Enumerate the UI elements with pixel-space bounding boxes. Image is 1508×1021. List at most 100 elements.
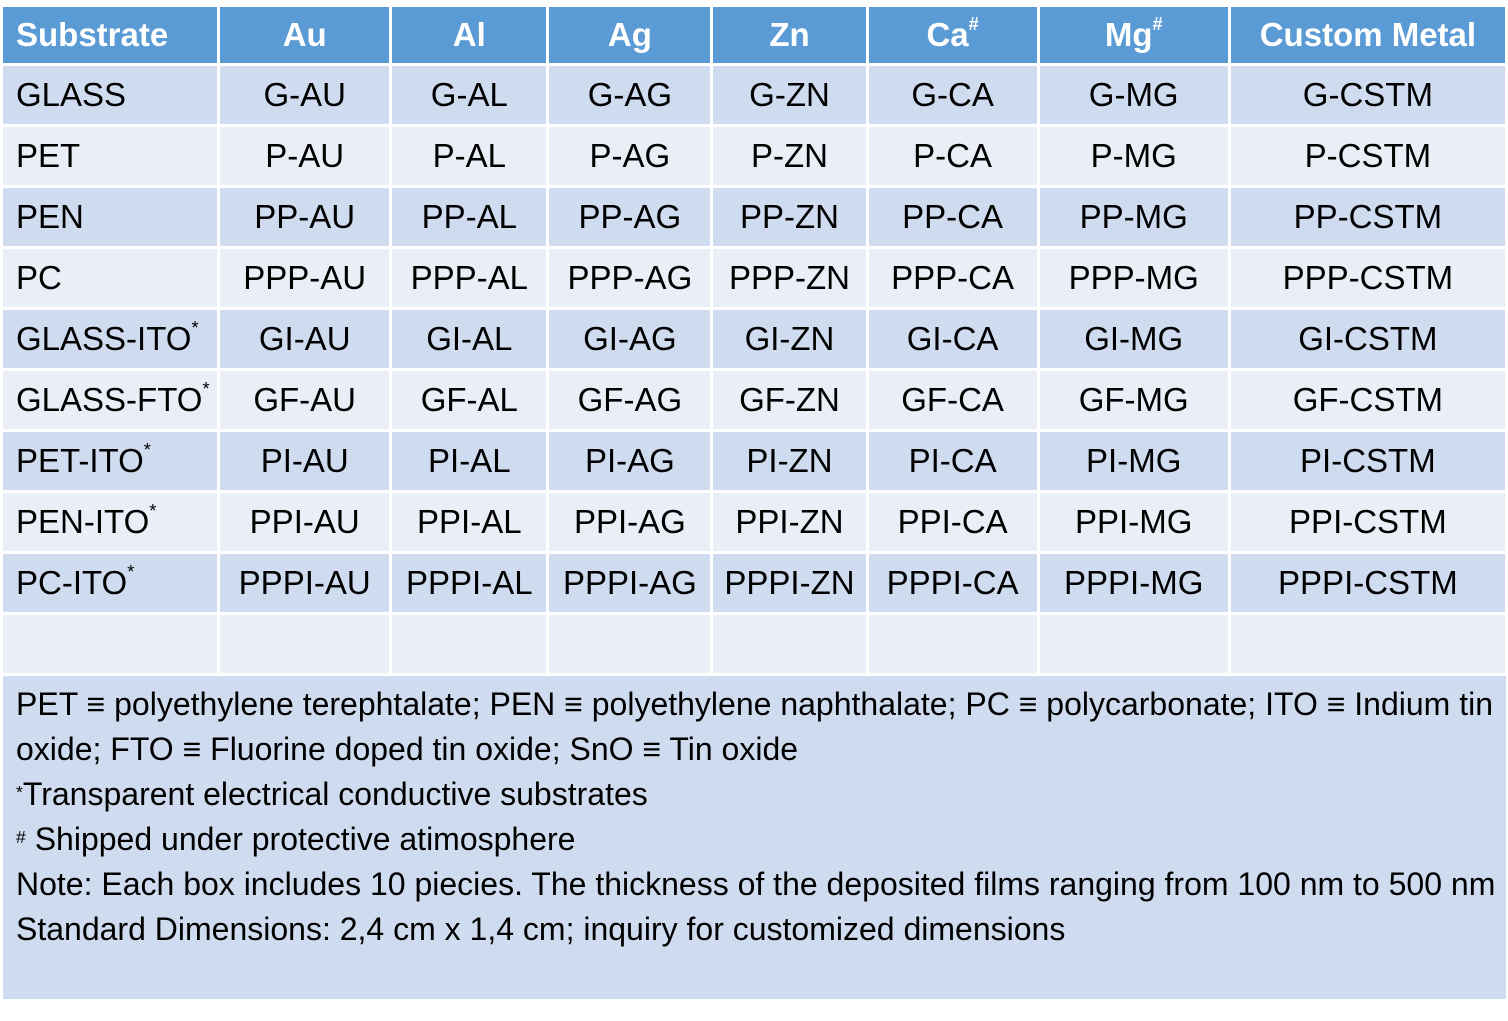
product-code-cell: GF-CSTM bbox=[1230, 371, 1505, 429]
product-code-cell: GF-AU bbox=[220, 371, 390, 429]
product-code-cell: PI-CSTM bbox=[1230, 432, 1505, 490]
product-code-cell: PP-CA bbox=[868, 188, 1037, 246]
product-code-cell: GI-AG bbox=[549, 310, 711, 368]
substrate-cell: PET-ITO* bbox=[3, 432, 218, 490]
product-code-cell: GI-CSTM bbox=[1230, 310, 1505, 368]
product-code-cell: PPPI-AG bbox=[549, 554, 711, 612]
product-code-cell: P-AL bbox=[392, 127, 547, 185]
notes-box: PET ≡ polyethylene terephtalate; PEN ≡ p… bbox=[3, 676, 1506, 999]
product-code-cell: PPP-CA bbox=[868, 249, 1037, 307]
product-code-cell: PP-CSTM bbox=[1230, 188, 1505, 246]
product-code-cell: PPPI-AU bbox=[220, 554, 390, 612]
substrate-cell: PEN-ITO* bbox=[3, 493, 218, 551]
product-code-cell: PPP-CSTM bbox=[1230, 249, 1505, 307]
product-code-cell: P-ZN bbox=[713, 127, 866, 185]
product-code-cell: PPI-MG bbox=[1039, 493, 1228, 551]
substrate-label: PET bbox=[16, 137, 81, 174]
product-code-cell: PPP-AU bbox=[220, 249, 390, 307]
product-code-cell: GI-CA bbox=[868, 310, 1037, 368]
substrate-mark: * bbox=[191, 318, 199, 338]
product-code-cell: PP-ZN bbox=[713, 188, 866, 246]
column-header-label: Ag bbox=[607, 16, 652, 53]
column-header: Substrate bbox=[3, 7, 218, 63]
transparent-text: Transparent electrical conductive substr… bbox=[22, 776, 648, 812]
product-code-cell: G-ZN bbox=[713, 66, 866, 124]
product-code-cell: PPI-CA bbox=[868, 493, 1037, 551]
product-code-cell: PI-AG bbox=[549, 432, 711, 490]
substrate-mark: * bbox=[127, 562, 135, 582]
product-code-cell: GF-ZN bbox=[713, 371, 866, 429]
column-header-mark: # bbox=[968, 14, 979, 34]
substrate-label: PEN-ITO bbox=[16, 503, 150, 540]
column-header: Al bbox=[392, 7, 547, 63]
column-header-label: Ca bbox=[926, 16, 969, 53]
shipped-text: Shipped under protective atimosphere bbox=[25, 821, 576, 857]
substrate-label: GLASS-FTO bbox=[16, 381, 203, 418]
substrate-label: PC-ITO bbox=[16, 564, 128, 601]
column-header: Mg# bbox=[1039, 7, 1228, 63]
substrate-label: GLASS bbox=[16, 76, 127, 113]
dimensions-note: Standard Dimensions: 2,4 cm x 1,4 cm; in… bbox=[16, 911, 1066, 947]
product-code-cell: G-MG bbox=[1039, 66, 1228, 124]
product-code-cell: PPPI-AL bbox=[392, 554, 547, 612]
column-header: Zn bbox=[713, 7, 866, 63]
substrate-cell: PET bbox=[3, 127, 218, 185]
product-code-cell: P-MG bbox=[1039, 127, 1228, 185]
product-code-cell: PPP-MG bbox=[1039, 249, 1228, 307]
shipped-mark: # bbox=[16, 827, 26, 847]
substrate-cell bbox=[3, 615, 218, 673]
product-code-cell: P-AG bbox=[549, 127, 711, 185]
table-row: PET-ITO* PI-AU PI-AL PI-AG PI-ZN PI-CA PI-MG PI… bbox=[3, 432, 1505, 490]
header-row: Substrate Au Al Ag Zn Ca# Mg# Custom Metal bbox=[3, 7, 1505, 63]
product-code-table: Substrate Au Al Ag Zn Ca# Mg# Custom Metal GLAS… bbox=[0, 4, 1508, 676]
product-code-cell: P-AU bbox=[220, 127, 390, 185]
substrate-label: GLASS-ITO bbox=[16, 320, 192, 357]
substrate-cell: PEN bbox=[3, 188, 218, 246]
product-code-cell: PPP-AG bbox=[549, 249, 711, 307]
product-code-cell: GF-AG bbox=[549, 371, 711, 429]
product-code-cell: G-AG bbox=[549, 66, 711, 124]
product-code-cell: PP-AL bbox=[392, 188, 547, 246]
product-code-cell: G-CSTM bbox=[1230, 66, 1505, 124]
product-code-cell: P-CSTM bbox=[1230, 127, 1505, 185]
table-body: GLASS G-AU G-AL G-AG G-ZN G-CA G-MG G-CSTM PET P-… bbox=[3, 66, 1505, 673]
column-header: Custom Metal bbox=[1230, 7, 1505, 63]
substrate-mark: * bbox=[202, 379, 210, 399]
product-code-cell: PPP-ZN bbox=[713, 249, 866, 307]
substrate-cell: PC-ITO* bbox=[3, 554, 218, 612]
table-row: GLASS-ITO* GI-AU GI-AL GI-AG GI-ZN GI-CA GI-MG… bbox=[3, 310, 1505, 368]
product-code-cell: PPI-AL bbox=[392, 493, 547, 551]
product-code-cell: PP-AU bbox=[220, 188, 390, 246]
shipped-note: # Shipped under protective atimosphere bbox=[16, 817, 1506, 862]
table-row: GLASS-FTO* GF-AU GF-AL GF-AG GF-ZN GF-CA GF-MG… bbox=[3, 371, 1505, 429]
transparent-mark: * bbox=[16, 782, 23, 802]
column-header-label: Al bbox=[452, 16, 486, 53]
product-code-cell: GI-AL bbox=[392, 310, 547, 368]
product-code-cell: PPP-AL bbox=[392, 249, 547, 307]
product-code-cell: G-AL bbox=[392, 66, 547, 124]
product-code-cell: PPPI-ZN bbox=[713, 554, 866, 612]
substrate-label: PET-ITO bbox=[16, 442, 144, 479]
product-code-cell bbox=[713, 615, 866, 673]
product-code-cell bbox=[549, 615, 711, 673]
table-row: PEN PP-AU PP-AL PP-AG PP-ZN PP-CA PP-MG PP-CSTM bbox=[3, 188, 1505, 246]
product-code-cell: G-AU bbox=[220, 66, 390, 124]
product-code-cell: PPI-ZN bbox=[713, 493, 866, 551]
product-code-cell: PI-AL bbox=[392, 432, 547, 490]
product-code-cell: PP-MG bbox=[1039, 188, 1228, 246]
product-code-cell: GI-ZN bbox=[713, 310, 866, 368]
product-code-cell bbox=[392, 615, 547, 673]
table-row: GLASS G-AU G-AL G-AG G-ZN G-CA G-MG G-CSTM bbox=[3, 66, 1505, 124]
product-code-cell bbox=[1039, 615, 1228, 673]
column-header-label: Custom Metal bbox=[1259, 16, 1477, 53]
substrate-label: PC bbox=[16, 259, 62, 296]
abbreviations-note: PET ≡ polyethylene terephtalate; PEN ≡ p… bbox=[16, 686, 1494, 767]
substrate-cell: PC bbox=[3, 249, 218, 307]
table-row: PC-ITO* PPPI-AU PPPI-AL PPPI-AG PPPI-ZN PPPI-… bbox=[3, 554, 1505, 612]
product-code-cell: PPI-AU bbox=[220, 493, 390, 551]
product-code-cell: PPI-CSTM bbox=[1230, 493, 1505, 551]
substrate-label: PEN bbox=[16, 198, 84, 235]
product-code-cell: G-CA bbox=[868, 66, 1037, 124]
column-header-label: Substrate bbox=[16, 16, 169, 53]
product-code-cell: PI-AU bbox=[220, 432, 390, 490]
